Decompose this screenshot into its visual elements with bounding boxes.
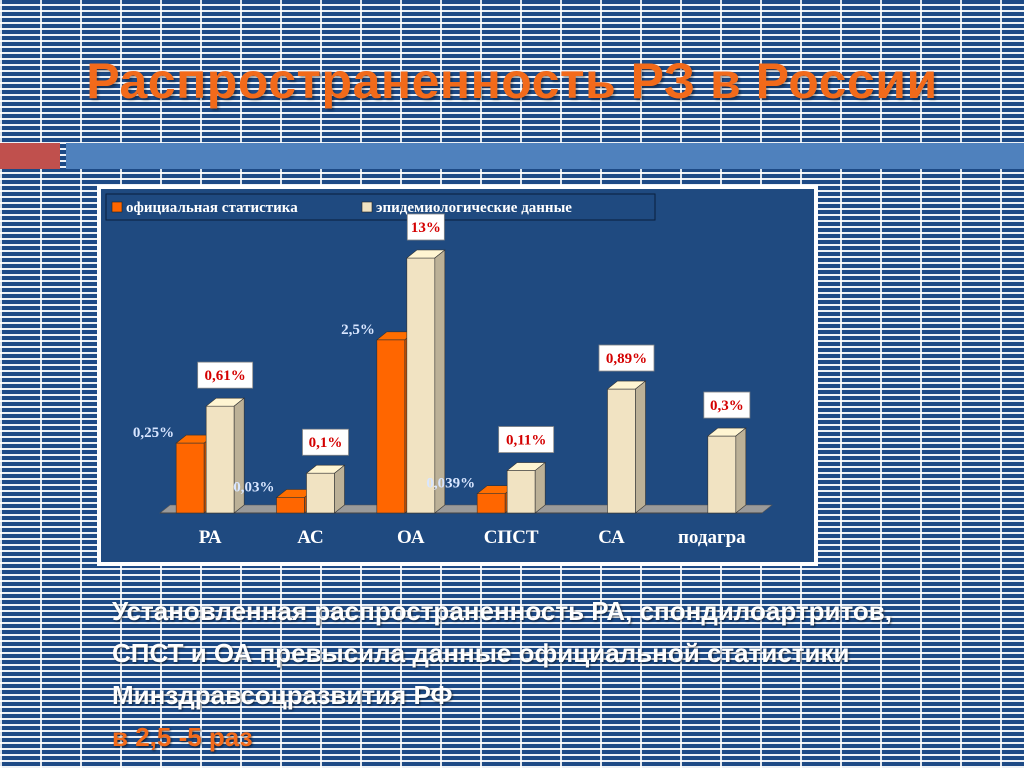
data-label-0-0: 0,25% xyxy=(133,425,174,441)
bar-front xyxy=(406,257,436,514)
data-label-text: 0,3% xyxy=(710,398,744,414)
x-tick-label-1: АС xyxy=(297,527,324,548)
bar-front xyxy=(476,493,506,514)
bar-front xyxy=(506,470,536,514)
data-label-box xyxy=(302,428,349,456)
bar-side xyxy=(434,249,446,514)
bar-1-0 xyxy=(205,397,246,514)
x-tick-label-4: СА xyxy=(598,527,625,548)
caption-text: Установленная распространенность РА, спо… xyxy=(112,596,892,710)
legend-swatch-0 xyxy=(111,201,123,213)
bar-front xyxy=(376,339,406,514)
bar-1-2 xyxy=(405,249,446,514)
x-tick-label-0: РА xyxy=(199,527,222,548)
data-label-1-5: 0,3% xyxy=(703,391,751,419)
x-tick-label-2: ОА xyxy=(397,527,425,548)
bar-side xyxy=(735,427,747,514)
caption-accent: в 2,5 -5 раз xyxy=(112,722,253,752)
chart-frame: официальная статистика эпидемиологические… xyxy=(97,185,818,566)
chart-floor xyxy=(159,504,773,514)
bar-front xyxy=(707,435,737,514)
data-label-1-4: 0,89% xyxy=(598,344,655,372)
data-label-box xyxy=(498,426,555,453)
data-label-1-3: 0,11% xyxy=(498,426,555,453)
slide-caption: Установленная распространенность РА, спо… xyxy=(112,590,932,758)
x-tick-label-5: подагра xyxy=(678,527,746,548)
bar-side xyxy=(635,380,646,514)
bar-front xyxy=(607,388,636,514)
bar-front xyxy=(175,442,205,514)
bar-1-5 xyxy=(706,427,747,514)
data-label-1-2: 13% xyxy=(406,213,445,241)
bar-1-3 xyxy=(506,461,547,514)
data-label-0-1: 0,03% xyxy=(233,479,274,495)
data-label-box xyxy=(598,344,655,372)
legend-label-1: эпидемиологические данные xyxy=(376,200,572,216)
data-label-text: 13% xyxy=(411,220,441,236)
bar-chart: официальная статистика эпидемиологические… xyxy=(101,189,814,562)
decor-blue-bar xyxy=(66,143,1024,169)
data-label-text: 0,89% xyxy=(606,351,647,367)
chart-legend: официальная статистика эпидемиологические… xyxy=(105,193,656,221)
bar-side xyxy=(534,461,546,514)
data-label-0-2: 2,5% xyxy=(341,322,375,338)
bar-front xyxy=(205,405,235,514)
data-label-text: 0,11% xyxy=(506,433,546,449)
decor-red-bar xyxy=(0,143,60,169)
data-label-box xyxy=(703,391,751,419)
bar-side xyxy=(233,397,245,514)
legend-box xyxy=(105,193,656,221)
legend-swatch-1 xyxy=(361,201,373,213)
bar-1-1 xyxy=(305,464,346,514)
data-label-1-0: 0,61% xyxy=(197,361,254,389)
data-label-text: 0,61% xyxy=(205,368,246,384)
data-label-text: 0,1% xyxy=(309,435,343,451)
bar-side xyxy=(334,464,345,514)
data-label-0-3: 0,039% xyxy=(426,476,475,492)
slide-title: Распространенность РЗ в России xyxy=(86,53,938,109)
bar-1-4 xyxy=(606,380,647,514)
x-tick-label-3: СПСТ xyxy=(484,527,539,548)
data-label-box xyxy=(197,361,254,389)
data-label-box xyxy=(406,213,445,241)
bar-front xyxy=(306,472,335,514)
data-label-1-1: 0,1% xyxy=(302,428,349,456)
legend-label-0: официальная статистика xyxy=(126,200,298,216)
bar-front xyxy=(276,497,305,514)
